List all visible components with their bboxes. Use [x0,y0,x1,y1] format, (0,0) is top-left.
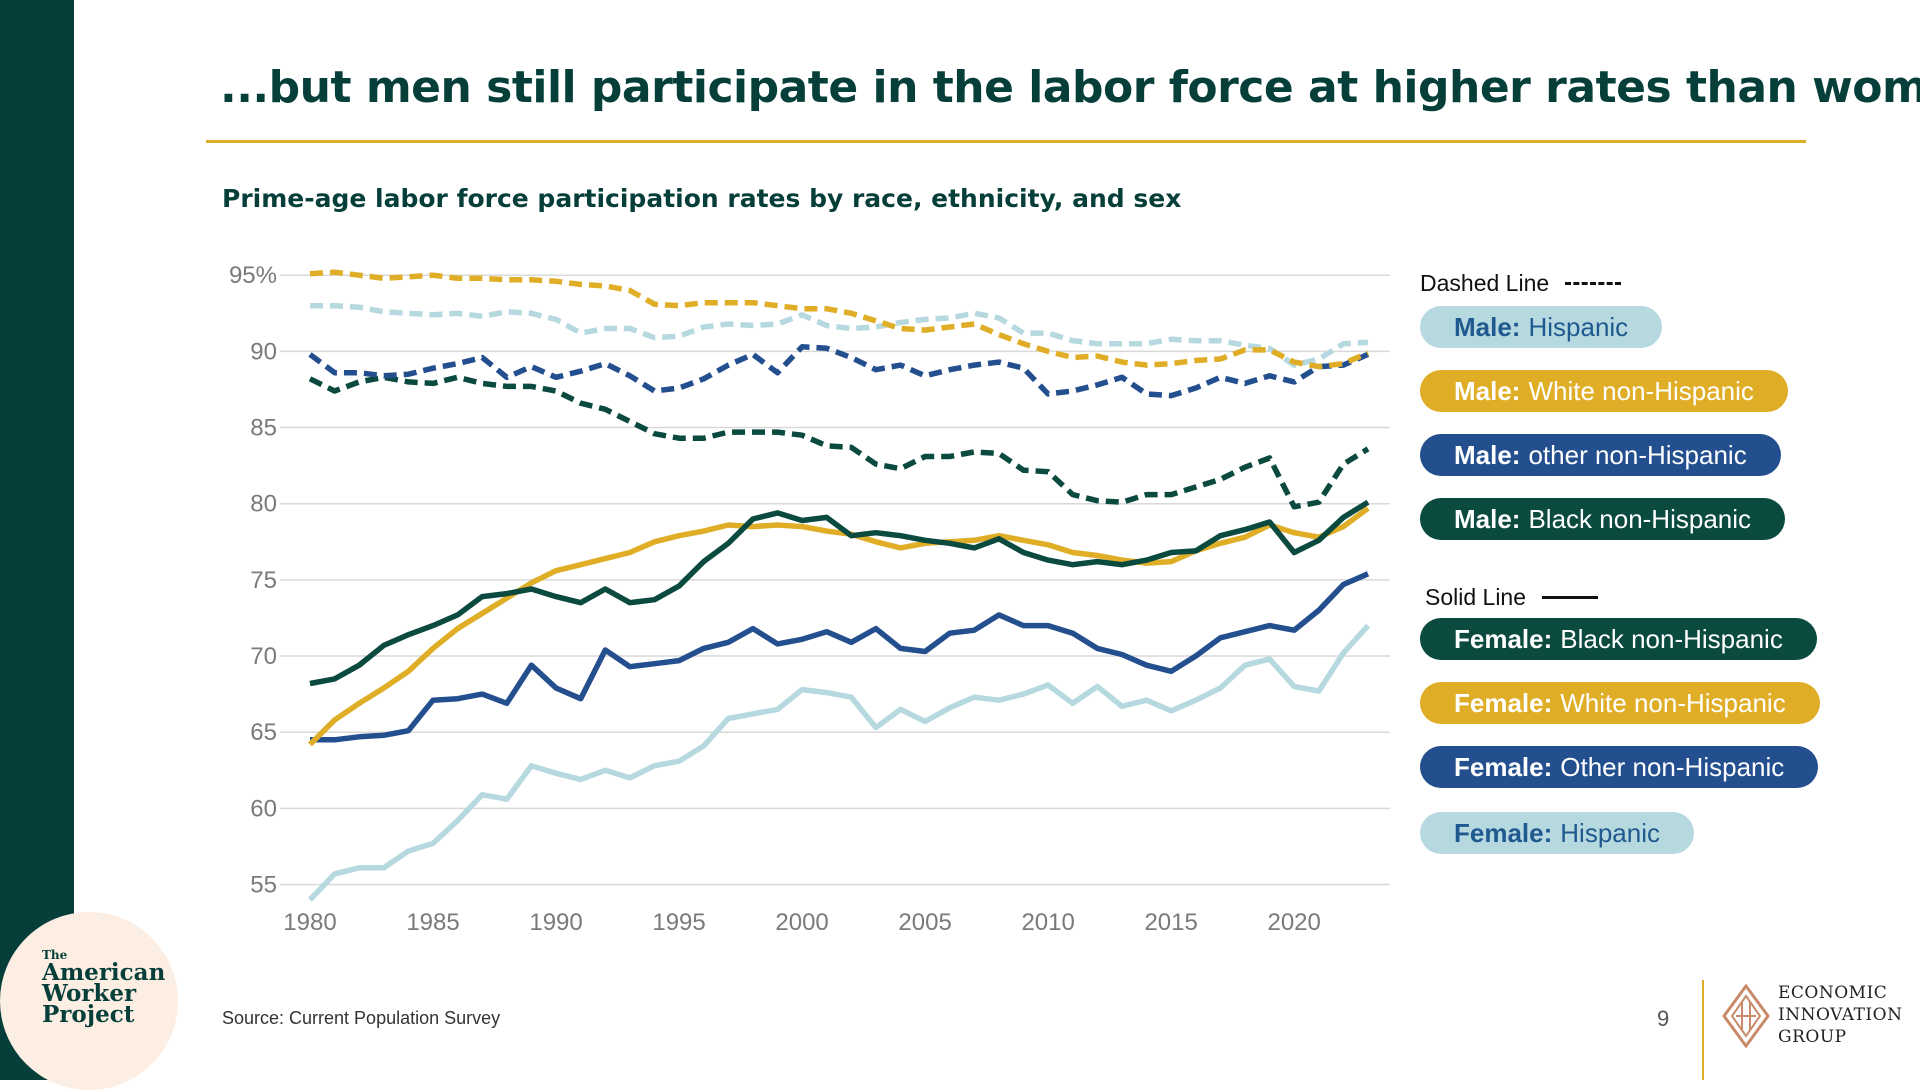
legend-pill-sex: Male: [1454,311,1521,342]
y-tick-label: 65 [250,719,277,746]
x-tick-label: 2015 [1144,909,1197,936]
y-tick-label: 70 [250,643,277,670]
eig-diamond-logo-icon [1722,984,1770,1048]
x-tick-label: 2010 [1021,909,1074,936]
legend-pill-sex: Female: [1454,687,1553,718]
page-number: 9 [1657,1006,1670,1031]
legend-pill-female-white: Female: White non-Hispanic [1420,682,1820,724]
legend-pill-sex: Female: [1454,623,1553,654]
y-tick-label: 55 [250,872,277,899]
awp-wordmark: The American Worker Project [42,948,166,1028]
y-tick-label: 95% [229,262,277,289]
eig-line-3: GROUP [1778,1027,1847,1047]
legend-pill-female-other: Female: Other non-Hispanic [1420,746,1819,788]
legend-pill-group: White non-Hispanic [1528,375,1754,406]
legend-pill-group: Black non-Hispanic [1528,503,1752,534]
legend-pill-sex: Female: [1454,751,1553,782]
eig-line-1: ECONOMIC [1778,983,1888,1003]
legend-pill-group: Black non-Hispanic [1560,623,1783,654]
legend-pill-male-hispanic: Male: Hispanic [1420,306,1663,348]
y-tick-label: 85 [250,415,277,442]
legend-dashed-label: Dashed Line [1420,270,1550,296]
y-tick-label: 80 [250,491,277,518]
chart-title: Prime-age labor force participation rate… [222,184,1182,213]
x-tick-label: 1990 [529,909,582,936]
awp-word-worker: Worker [42,980,137,1007]
eig-line-2: INNOVATION [1778,1005,1903,1025]
legend-pill-group: other non-Hispanic [1528,439,1747,470]
series-line-male-black-non-hispanic [308,374,1370,510]
source-note: Source: Current Population Survey [222,1008,501,1028]
series-line-male-hispanic [310,302,1369,368]
x-tick-label: 1995 [652,909,705,936]
legend-solid-heading: Solid Line [1425,584,1599,611]
page-title: ...but men still participate in the labo… [220,62,1920,113]
legend-pill-group: Other non-Hispanic [1560,751,1785,782]
legend-pill-group: Hispanic [1560,817,1660,848]
legend-pill-male-other: Male: other non-Hispanic [1420,434,1781,476]
awp-word-project: Project [42,1001,135,1028]
legend-pill-sex: Male: [1454,439,1521,470]
legend-pill-female-black: Female: Black non-Hispanic [1420,618,1817,660]
eig-wordmark: ECONOMIC INNOVATION GROUP [1778,982,1902,1048]
series-line-female-other-non-hispanic [310,571,1370,743]
x-tick-label: 2000 [775,909,828,936]
legend-pill-male-white: Male: White non-Hispanic [1420,370,1788,412]
series-line-female-black-non-hispanic [309,499,1370,687]
legend-solid-label: Solid Line [1425,584,1527,610]
x-tick-label: 2020 [1267,909,1320,936]
legend-pill-sex: Male: [1454,503,1521,534]
legend-pill-group: White non-Hispanic [1560,687,1786,718]
awp-logo-circle [0,912,178,1090]
dashed-line-swatch [1565,282,1622,285]
footer-divider [1702,980,1704,1080]
series-line-male-other-non-hispanic [308,344,1370,399]
line-chart: 55 60 65 70 75 80 85 90 95% 1980 1985 1990 1995 2000 2… [229,262,1390,936]
x-tick-label: 1980 [283,909,336,936]
left-sidebar-band [0,0,74,1080]
title-divider [206,140,1806,143]
y-tick-label: 90 [250,338,277,365]
legend-pill-sex: Female: [1454,817,1553,848]
solid-line-swatch [1542,596,1599,599]
awp-word-the: The [42,948,68,962]
legend-pill-sex: Male: [1454,375,1521,406]
x-tick-label: 2005 [898,909,951,936]
x-tick-label: 1985 [406,909,459,936]
awp-word-american: American [42,959,166,986]
y-tick-label: 75 [250,567,277,594]
y-tick-label: 60 [250,795,277,822]
legend-pill-female-hispanic: Female: Hispanic [1420,812,1694,854]
legend-dashed-heading: Dashed Line [1420,270,1622,297]
legend-pill-group: Hispanic [1528,311,1629,342]
legend-pill-male-black: Male: Black non-Hispanic [1420,498,1786,540]
series-line-female-hispanic [308,623,1371,902]
